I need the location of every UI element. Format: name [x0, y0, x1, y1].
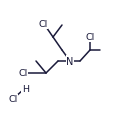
Text: N: N: [66, 56, 74, 66]
Text: Cl: Cl: [18, 69, 28, 78]
Text: Cl: Cl: [38, 20, 47, 29]
Text: Cl: Cl: [8, 95, 18, 104]
Text: H: H: [22, 85, 29, 94]
Text: Cl: Cl: [85, 33, 95, 42]
